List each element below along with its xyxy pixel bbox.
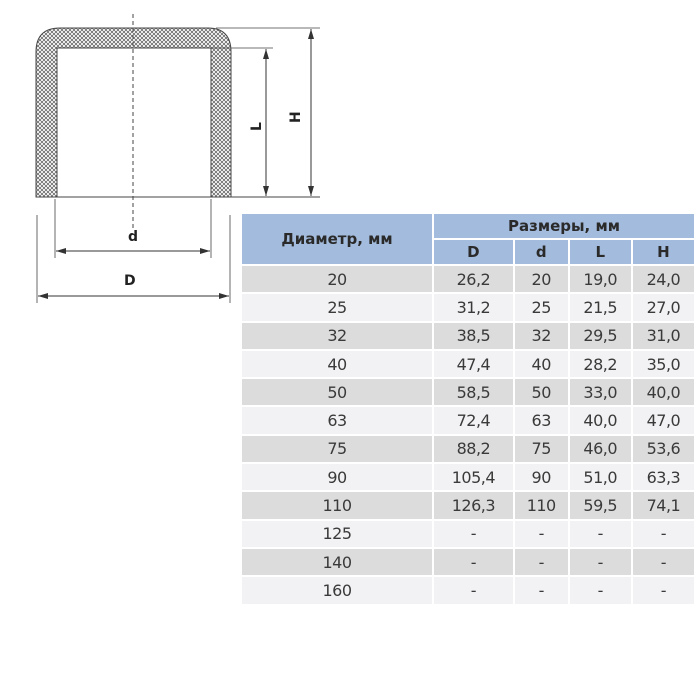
cell-d-outer: - — [434, 548, 513, 576]
cell-diameter: 32 — [242, 322, 432, 349]
cell-d-outer: 88,2 — [434, 435, 513, 463]
table-row: 50 58,5 50 33,0 40,0 — [242, 379, 694, 406]
cell-l: - — [569, 520, 631, 547]
cell-d-outer: - — [434, 577, 513, 604]
cell-d: 25 — [514, 294, 568, 321]
cell-d-outer: 38,5 — [434, 322, 513, 349]
cell-h: 24,0 — [632, 266, 694, 293]
cell-d: 50 — [514, 379, 568, 406]
cell-h: 63,3 — [632, 464, 694, 491]
cell-l: - — [569, 548, 631, 576]
cell-diameter: 25 — [242, 294, 432, 321]
table-row: 32 38,5 32 29,5 31,0 — [242, 322, 694, 349]
table-row: 40 47,4 40 28,2 35,0 — [242, 350, 694, 378]
cell-d-outer: 126,3 — [434, 492, 513, 519]
header-L: L — [569, 240, 631, 264]
cell-diameter: 20 — [242, 266, 432, 293]
table-row: 25 31,2 25 21,5 27,0 — [242, 294, 694, 321]
label-D: D — [124, 273, 136, 289]
cell-l: 46,0 — [569, 435, 631, 463]
cell-l: 29,5 — [569, 322, 631, 349]
cell-d-outer: 26,2 — [434, 266, 513, 293]
cell-d-outer: 58,5 — [434, 379, 513, 406]
cell-d: 32 — [514, 322, 568, 349]
cell-l: 59,5 — [569, 492, 631, 519]
cell-h: - — [632, 577, 694, 604]
table-row: 160- - - - — [242, 577, 694, 604]
cell-d: 40 — [514, 350, 568, 378]
cell-h: 53,6 — [632, 435, 694, 463]
label-L: L — [249, 122, 265, 131]
table-row: 20 26,2 20 19,0 24,0 — [242, 266, 694, 293]
cell-diameter: 75 — [242, 435, 432, 463]
cell-h: - — [632, 520, 694, 547]
cell-diameter: 160 — [242, 577, 432, 604]
table-row: 90 105,4 90 51,0 63,3 — [242, 464, 694, 491]
cell-d: 90 — [514, 464, 568, 491]
label-d: d — [128, 229, 138, 245]
header-sizes: Размеры, мм — [434, 214, 694, 238]
cell-d: 110 — [514, 492, 568, 519]
cell-diameter: 140 — [242, 548, 432, 576]
label-H: H — [288, 111, 304, 123]
cell-l: 28,2 — [569, 350, 631, 378]
cell-d-outer: 31,2 — [434, 294, 513, 321]
cell-d: - — [514, 520, 568, 547]
cell-d: 75 — [514, 435, 568, 463]
cell-l: 19,0 — [569, 266, 631, 293]
cell-l: 40,0 — [569, 407, 631, 434]
cap-drawing: d D L H — [35, 14, 320, 303]
table-row: 140- - - - — [242, 548, 694, 576]
table-row: 110 126,3 110 59,5 74,1 — [242, 492, 694, 519]
dimensions-table: Диаметр, мм Размеры, мм D d L H 20 26,2 20… — [240, 212, 696, 606]
header-diameter: Диаметр, мм — [242, 214, 432, 264]
cell-d: 20 — [514, 266, 568, 293]
cell-h: 74,1 — [632, 492, 694, 519]
cell-h: 47,0 — [632, 407, 694, 434]
table-row: 125- - - - — [242, 520, 694, 547]
cell-d: - — [514, 548, 568, 576]
cell-diameter: 90 — [242, 464, 432, 491]
cell-diameter: 50 — [242, 379, 432, 406]
cell-l: 33,0 — [569, 379, 631, 406]
cell-h: - — [632, 548, 694, 576]
cell-h: 40,0 — [632, 379, 694, 406]
cell-h: 27,0 — [632, 294, 694, 321]
table-row: 75 88,2 75 46,0 53,6 — [242, 435, 694, 463]
cell-d-outer: 47,4 — [434, 350, 513, 378]
cell-h: 35,0 — [632, 350, 694, 378]
header-d: d — [514, 240, 568, 264]
cell-diameter: 40 — [242, 350, 432, 378]
cell-diameter: 63 — [242, 407, 432, 434]
header-H: H — [632, 240, 694, 264]
cell-d-outer: 105,4 — [434, 464, 513, 491]
cell-l: - — [569, 577, 631, 604]
cell-l: 21,5 — [569, 294, 631, 321]
cell-d: - — [514, 577, 568, 604]
cell-d-outer: 72,4 — [434, 407, 513, 434]
cell-h: 31,0 — [632, 322, 694, 349]
cell-d: 63 — [514, 407, 568, 434]
header-D: D — [434, 240, 513, 264]
cell-d-outer: - — [434, 520, 513, 547]
table-row: 63 72,4 63 40,0 47,0 — [242, 407, 694, 434]
cell-l: 51,0 — [569, 464, 631, 491]
cell-diameter: 110 — [242, 492, 432, 519]
cell-diameter: 125 — [242, 520, 432, 547]
